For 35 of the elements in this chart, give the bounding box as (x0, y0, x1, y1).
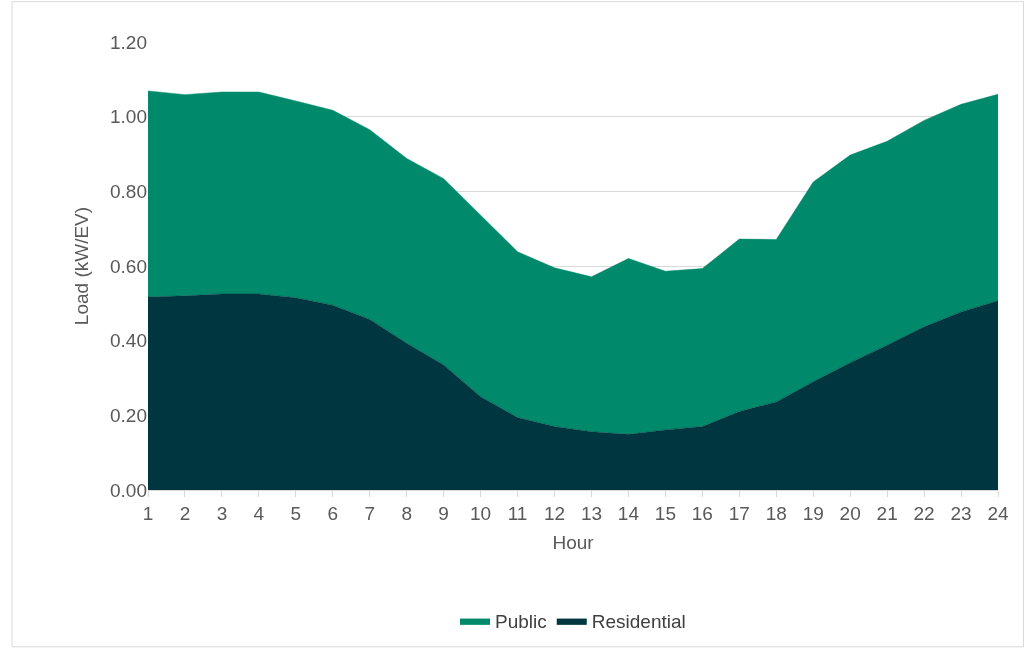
x-tick-label: 19 (802, 502, 824, 524)
y-axis-title: Load (kW/EV) (70, 206, 92, 326)
x-tick-label: 15 (654, 502, 676, 524)
x-tick-label: 5 (290, 502, 302, 524)
x-tick-label: 13 (580, 502, 603, 524)
x-tick-label: 16 (691, 502, 713, 524)
x-tick-label: 18 (765, 502, 787, 524)
y-tick-label: 0.60 (110, 255, 147, 277)
x-tick-label: 10 (470, 502, 492, 524)
x-tick-label: 21 (876, 502, 898, 524)
x-tick-label: 24 (987, 502, 1009, 524)
x-axis-title: Hour (552, 531, 595, 553)
x-tick-label: 2 (179, 502, 191, 524)
y-tick-label: 0.80 (110, 180, 147, 202)
x-tick-label: 22 (913, 502, 935, 524)
x-tick-label: 11 (507, 502, 528, 524)
x-tick-label: 9 (438, 502, 449, 524)
x-tick-label: 1 (142, 502, 154, 524)
x-tick-label: 4 (253, 502, 265, 524)
x-tick-label: 8 (401, 502, 412, 524)
legend-label: Public (495, 611, 547, 633)
x-tick-label: 7 (364, 502, 376, 524)
y-tick-label: 1.00 (110, 106, 147, 128)
y-tick-label: 0.20 (110, 404, 147, 426)
x-tick-label: 23 (950, 502, 972, 524)
y-tick-label: 1.20 (110, 31, 147, 53)
x-tick-label: 14 (617, 502, 640, 524)
x-tick-label: 17 (728, 502, 750, 524)
y-tick-label: 0.00 (110, 479, 147, 501)
x-tick-label: 20 (839, 502, 861, 524)
x-tick-label: 6 (327, 502, 339, 524)
x-tick-label: 3 (216, 502, 228, 524)
x-tick-label: 12 (543, 502, 566, 524)
legend-label: Residential (591, 611, 686, 633)
y-tick-label: 0.40 (110, 330, 147, 352)
